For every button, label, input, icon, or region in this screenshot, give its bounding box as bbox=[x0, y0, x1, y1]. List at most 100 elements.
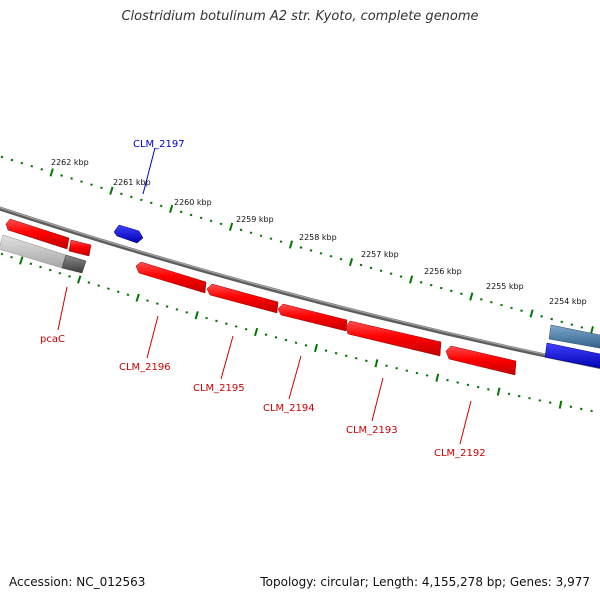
scale-minor-tick bbox=[249, 231, 253, 235]
scale-minor-tick bbox=[259, 234, 263, 238]
scale-minor-tick bbox=[234, 325, 238, 328]
scale-minor-tick bbox=[369, 266, 373, 270]
scale-minor-tick bbox=[449, 289, 453, 293]
scale-minor-tick bbox=[385, 364, 388, 367]
scale-minor-tick bbox=[354, 357, 358, 360]
gene-arrow-clm-2192[interactable] bbox=[445, 345, 517, 376]
scale-minor-tick bbox=[344, 354, 348, 357]
scale-minor-tick bbox=[80, 180, 83, 183]
gene-arrow-pcac-tail[interactable] bbox=[61, 254, 87, 274]
inner-scale-track bbox=[0, 252, 593, 413]
scale-minor-tick bbox=[20, 161, 24, 165]
tick-label: 2259 kbp bbox=[236, 215, 274, 224]
gene-arrow-left-red[interactable] bbox=[5, 218, 70, 250]
scale-minor-tick bbox=[284, 338, 288, 342]
scale-minor-tick bbox=[90, 183, 93, 186]
tick-label: 2255 kbp bbox=[486, 282, 524, 291]
scale-minor-tick bbox=[274, 336, 278, 339]
scale-major-tick bbox=[194, 311, 199, 320]
scale-minor-tick bbox=[146, 299, 149, 302]
scale-minor-tick bbox=[185, 311, 189, 314]
scale-minor-tick bbox=[520, 309, 523, 312]
scale-minor-tick bbox=[329, 254, 333, 258]
scale-minor-tick bbox=[100, 186, 103, 189]
accession-text: Accession: NC_012563 bbox=[9, 575, 146, 589]
scale-minor-tick bbox=[419, 281, 423, 284]
scale-minor-tick bbox=[379, 269, 383, 272]
scale-minor-tick bbox=[10, 158, 14, 162]
scale-minor-tick bbox=[205, 316, 208, 320]
scale-minor-tick bbox=[500, 303, 503, 307]
scale-minor-tick bbox=[334, 351, 338, 355]
scale-minor-tick bbox=[439, 286, 443, 290]
gene-label-pcac[interactable]: pcaC bbox=[40, 334, 65, 345]
scale-minor-tick bbox=[294, 341, 298, 345]
scale-minor-tick bbox=[395, 367, 398, 370]
scale-minor-tick bbox=[30, 164, 34, 168]
scale-minor-tick bbox=[155, 302, 159, 305]
scale-minor-tick bbox=[159, 204, 163, 208]
scale-minor-tick bbox=[87, 281, 91, 284]
scale-major-tick bbox=[169, 204, 174, 213]
scale-minor-tick bbox=[580, 326, 584, 329]
scale-minor-tick bbox=[97, 284, 101, 287]
scale-major-tick bbox=[435, 373, 440, 382]
scale-major-tick bbox=[314, 343, 318, 353]
gene-arrow-clm-2193[interactable] bbox=[345, 320, 442, 357]
scale-minor-tick bbox=[560, 320, 564, 324]
gene-arrow-right-steel[interactable] bbox=[548, 324, 600, 349]
scale-major-tick bbox=[288, 240, 294, 249]
scale-minor-tick bbox=[107, 287, 110, 290]
scale-major-tick bbox=[589, 326, 594, 335]
scale-major-tick bbox=[558, 400, 563, 409]
tick-label: 2256 kbp bbox=[424, 267, 462, 276]
tick-labels: 2262 kbp 2261 kbp 2260 kbp 2259 kbp 2258… bbox=[51, 158, 587, 306]
scale-major-tick bbox=[496, 387, 501, 396]
scale-minor-tick bbox=[239, 228, 243, 232]
gene-label-clm-2197[interactable]: CLM_2197 bbox=[133, 139, 185, 150]
gene-labels: CLM_2197 pcaC CLM_2196 CLM_2195 CLM_2194… bbox=[40, 139, 486, 459]
scale-minor-tick bbox=[0, 155, 4, 159]
scale-major-tick bbox=[348, 258, 354, 267]
gene-label-clm-2194[interactable]: CLM_2194 bbox=[263, 403, 315, 414]
gene-arrow-left-red-small[interactable] bbox=[68, 239, 92, 257]
outer-scale-track bbox=[0, 155, 594, 335]
scale-minor-tick bbox=[189, 213, 193, 217]
gene-label-clm-2192[interactable]: CLM_2192 bbox=[434, 448, 486, 459]
scale-minor-tick bbox=[149, 201, 153, 205]
scale-minor-tick bbox=[68, 275, 71, 278]
scale-minor-tick bbox=[244, 328, 248, 331]
scale-minor-tick bbox=[209, 219, 213, 223]
scale-minor-tick bbox=[165, 305, 169, 308]
gene-arrow-clm-2195[interactable] bbox=[206, 283, 279, 314]
gene-arrow-clm-2197[interactable] bbox=[113, 224, 144, 244]
tick-label: 2257 kbp bbox=[361, 250, 399, 259]
gene-label-clm-2196[interactable]: CLM_2196 bbox=[119, 362, 171, 373]
scale-major-tick bbox=[529, 309, 534, 318]
scale-major-tick bbox=[469, 292, 474, 301]
scale-minor-tick bbox=[199, 216, 203, 220]
scale-minor-tick bbox=[476, 385, 480, 389]
scale-major-tick bbox=[409, 275, 414, 284]
scale-minor-tick bbox=[399, 275, 403, 278]
gene-label-clm-2193[interactable]: CLM_2193 bbox=[346, 425, 398, 436]
scale-minor-tick bbox=[58, 271, 62, 275]
gene-arrow-clm-2194[interactable] bbox=[277, 303, 348, 332]
scale-minor-tick bbox=[279, 240, 283, 243]
scale-minor-tick bbox=[304, 344, 308, 347]
scale-minor-tick bbox=[480, 298, 483, 301]
scale-minor-tick bbox=[507, 392, 511, 396]
scale-major-tick bbox=[19, 256, 24, 265]
scale-minor-tick bbox=[0, 252, 4, 256]
scale-minor-tick bbox=[70, 177, 73, 180]
gene-label-clm-2195[interactable]: CLM_2195 bbox=[193, 383, 245, 394]
scale-minor-tick bbox=[570, 323, 574, 326]
gene-arrow-right-blue[interactable] bbox=[544, 342, 600, 369]
gene-arrow-clm-2196[interactable] bbox=[135, 261, 207, 294]
scale-minor-tick bbox=[319, 252, 323, 255]
tick-label: 2261 kbp bbox=[113, 178, 151, 187]
scale-minor-tick bbox=[365, 359, 368, 363]
scale-minor-tick bbox=[48, 268, 52, 272]
